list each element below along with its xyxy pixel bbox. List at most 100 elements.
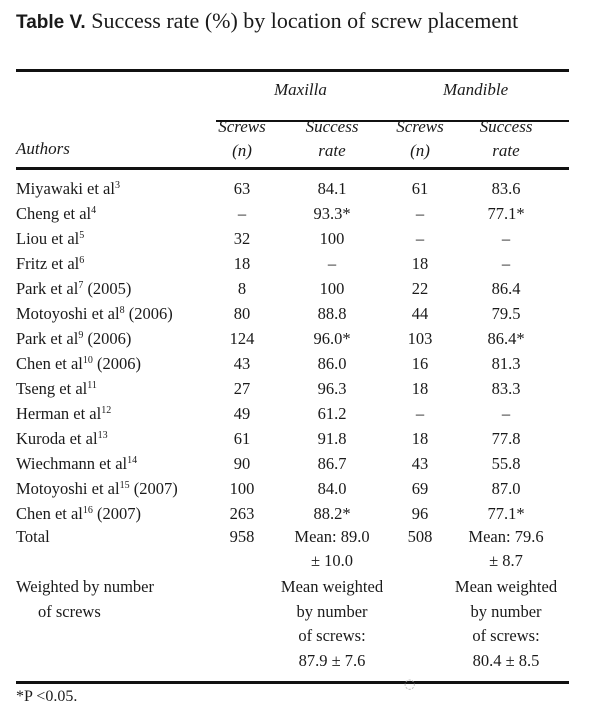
mandible-rate: 86.4* [487,329,525,348]
mandible-rate: 83.6 [491,179,521,198]
mandible-rate: 55.8 [491,454,521,473]
table-row: Miyawaki et al3 63 84.1 61 83.6 [0,179,600,204]
watermark: ◌ [404,677,574,699]
author-cell: Park et al9 (2006) [16,329,132,348]
header-authors: Authors [16,139,70,158]
mandible-rate: 77.1* [487,204,525,223]
maxilla-screws: 80 [233,304,251,323]
table-row: Kuroda et al13 61 91.8 18 77.8 [0,429,600,454]
maxilla-screws: 63 [233,179,251,198]
maxilla-screws: 263 [229,504,255,523]
table-row: Fritz et al6 18 – 18 – [0,254,600,279]
table-row: Tseng et al11 27 96.3 18 83.3 [0,379,600,404]
mandible-rate: 79.5 [491,304,521,323]
author-cell: Chen et al10 (2006) [16,354,142,373]
header-man-success: Success rate [479,117,533,160]
total-sd-row: ± 10.0 ± 8.7 [310,551,523,570]
author-cell: Herman et al12 [16,404,112,423]
maxilla-rate: 84.0 [317,479,347,498]
table-caption: Table V. Success rate (%) by location of… [16,6,576,38]
mandible-screws: 61 [411,179,429,198]
mandible-rate: 77.1* [487,504,525,523]
maxilla-rate: 100 [319,229,345,248]
mandible-rate: 81.3 [491,354,521,373]
maxilla-screws: 90 [233,454,251,473]
header-max-screws: Screws (n) [218,117,266,160]
mandible-rate: 87.0 [491,479,521,498]
maxilla-rate: 84.1 [317,179,347,198]
mandible-screws: 18 [411,379,429,398]
mandible-rate: – [501,404,511,423]
mandible-screws: 16 [411,354,429,373]
maxilla-rate: 93.3* [313,204,351,223]
maxilla-rate: 96.0* [313,329,351,348]
group-maxilla: Maxilla [274,80,327,99]
footnote: *P <0.05. [16,688,78,705]
mandible-screws: – [415,204,425,223]
table-row: Herman et al12 49 61.2 – – [0,404,600,429]
mandible-screws: 44 [411,304,429,323]
maxilla-screws: 18 [233,254,251,273]
author-cell: Wiechmann et al14 [16,454,138,473]
maxilla-rate: 96.3 [317,379,347,398]
table-row: Motoyoshi et al8 (2006) 80 88.8 44 79.5 [0,304,600,329]
author-cell: Kuroda et al13 [16,429,108,448]
mandible-screws: 69 [411,479,429,498]
maxilla-rate: 61.2 [317,404,347,423]
total-row: Total 958 Mean: 89.0 508 Mean: 79.6 [16,527,544,546]
group-rule [216,120,569,122]
caption-text: Success rate (%) by location of screw pl… [91,8,519,33]
mandible-rate: 77.8 [491,429,521,448]
table-row: Motoyoshi et al15 (2007) 100 84.0 69 87.… [0,479,600,504]
bottom-rule [16,681,569,684]
mandible-screws: – [415,404,425,423]
maxilla-screws: 49 [233,404,251,423]
author-cell: Chen et al16 (2007) [16,504,142,523]
maxilla-rate: 100 [319,279,345,298]
mandible-screws: – [415,229,425,248]
maxilla-rate: 91.8 [317,429,347,448]
group-mandible: Mandible [443,80,509,99]
maxilla-screws: 43 [233,354,251,373]
maxilla-rate: 86.0 [317,354,347,373]
maxilla-rate: 88.8 [317,304,347,323]
author-cell: Cheng et al4 [16,204,97,223]
maxilla-screws: – [237,204,247,223]
author-cell: Fritz et al6 [16,254,85,273]
header-max-success: Success rate [305,117,359,160]
author-cell: Miyawaki et al3 [16,179,120,198]
maxilla-rate: 88.2* [313,504,351,523]
header-rule [16,167,569,170]
author-cell: Motoyoshi et al8 (2006) [16,304,173,323]
mandible-screws: 96 [411,504,429,523]
mandible-screws: 22 [411,279,429,298]
top-rule [16,69,569,72]
mandible-rate: 83.3 [491,379,521,398]
mandible-screws: 43 [411,454,429,473]
maxilla-screws: 27 [233,379,251,398]
author-cell: Park et al7 (2005) [16,279,132,298]
maxilla-rate: 86.7 [317,454,347,473]
maxilla-screws: 8 [237,279,247,298]
mandible-screws: 18 [411,429,429,448]
author-cell: Tseng et al11 [16,379,97,398]
maxilla-screws: 124 [229,329,255,348]
mandible-screws: 103 [407,329,433,348]
table-row: Chen et al16 (2007) 263 88.2* 96 77.1* [0,504,600,529]
maxilla-screws: 32 [233,229,251,248]
table-row: Liou et al5 32 100 – – [0,229,600,254]
table-label: Table V. [16,12,86,33]
maxilla-screws: 100 [229,479,255,498]
mandible-rate: 86.4 [491,279,521,298]
table-row: Wiechmann et al14 90 86.7 43 55.8 [0,454,600,479]
author-cell: Motoyoshi et al15 (2007) [16,479,178,498]
mandible-rate: – [501,229,511,248]
maxilla-rate: – [327,254,337,273]
weighted-mandible: Mean weighted by number of screws: 80.4 ± 8… [454,577,558,670]
maxilla-screws: 61 [233,429,251,448]
header-man-screws: Screws (n) [396,117,444,160]
author-cell: Liou et al5 [16,229,85,248]
table-row: Park et al7 (2005) 8 100 22 86.4 [0,279,600,304]
table-row: Cheng et al4 – 93.3* – 77.1* [0,204,600,229]
mandible-screws: 18 [411,254,429,273]
